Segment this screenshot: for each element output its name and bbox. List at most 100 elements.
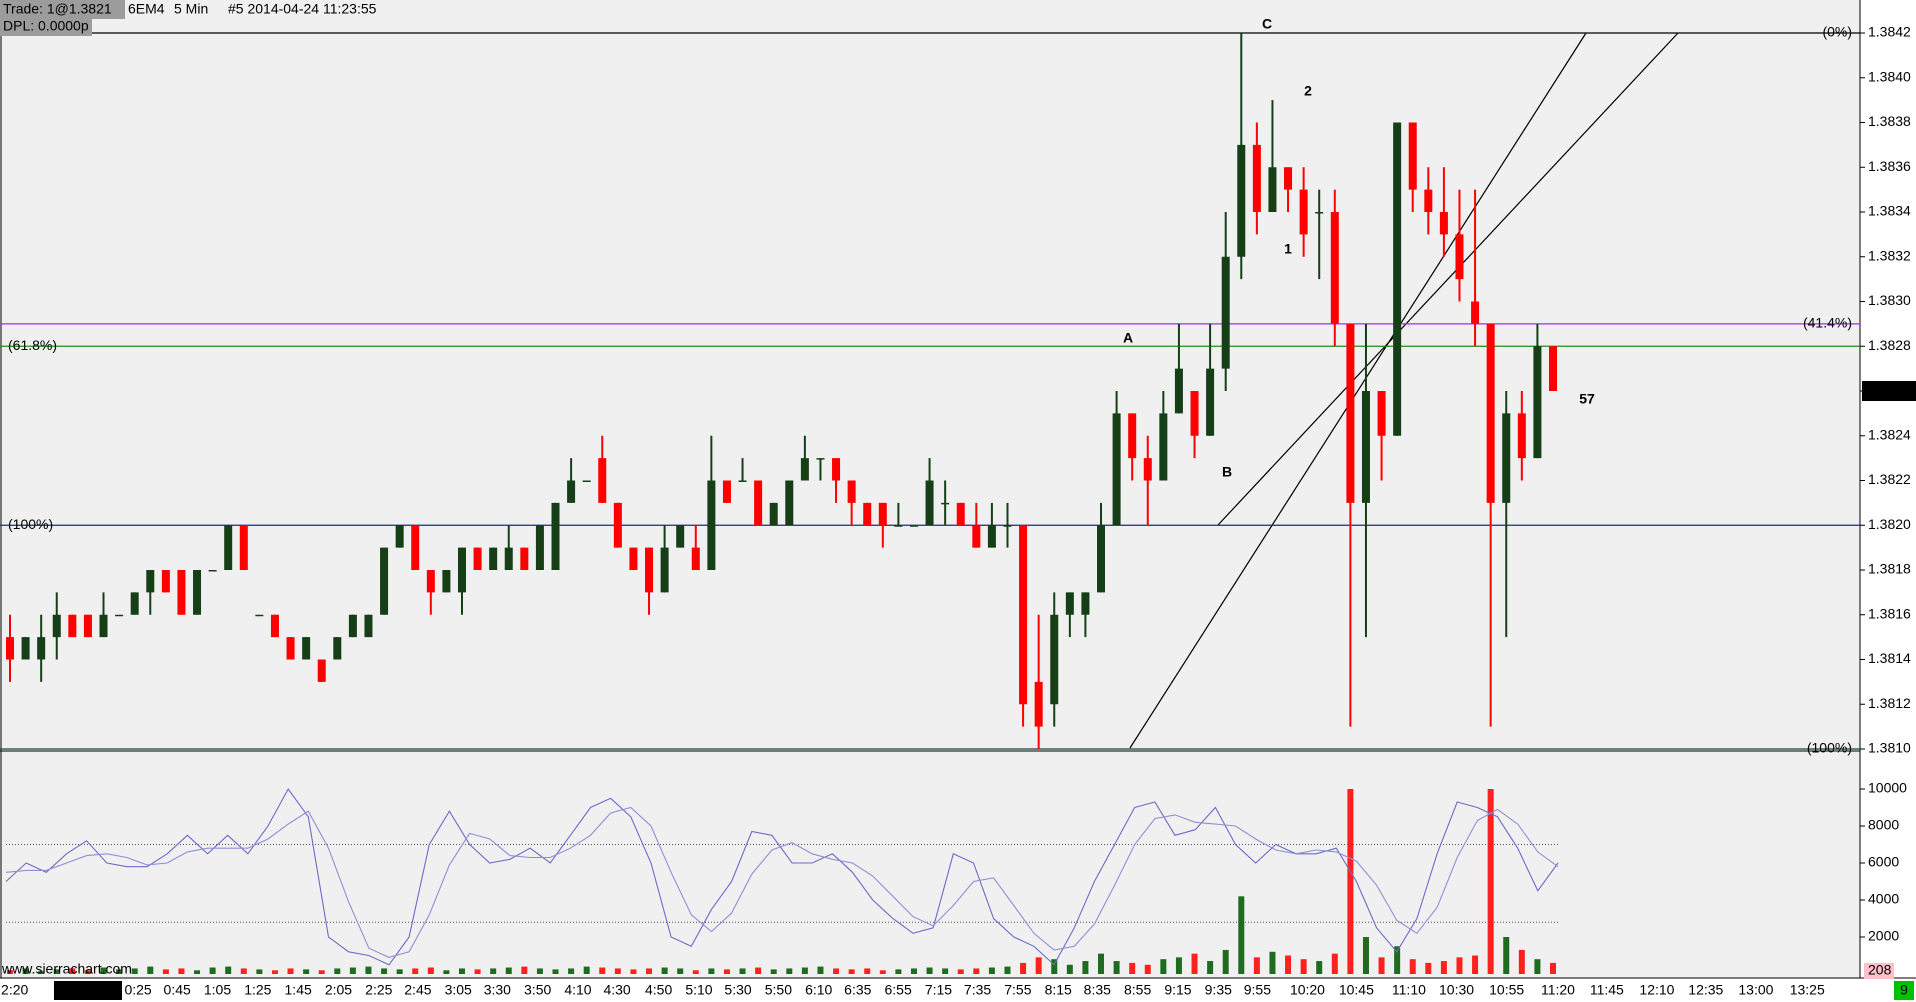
- volume-bar: [53, 969, 60, 974]
- volume-bar: [1222, 949, 1229, 974]
- y-tick-label: 2000: [1868, 928, 1899, 944]
- candle-body: [582, 480, 591, 482]
- volume-bar: [1425, 962, 1432, 974]
- candle-body: [473, 547, 482, 570]
- channel-line: [1217, 32, 1679, 526]
- volume-bar: [1175, 957, 1182, 974]
- level-label: (100%): [8, 516, 53, 532]
- y-tick-label: 1.3824: [1868, 426, 1911, 442]
- candle-body: [941, 502, 950, 505]
- candle-body: [1330, 212, 1339, 324]
- candle-body: [567, 480, 576, 503]
- candle-body: [1549, 346, 1557, 391]
- candle-body: [1034, 681, 1043, 727]
- volume-bar: [723, 969, 730, 974]
- y-tick-label: 6000: [1868, 854, 1899, 870]
- candle-body: [722, 480, 731, 503]
- volume-bar: [458, 968, 465, 974]
- volume-bar: [1362, 937, 1369, 974]
- candle-body: [769, 502, 778, 526]
- volume-bar: [1113, 961, 1120, 974]
- trade-label: Trade: 1@1.3821: [3, 1, 112, 17]
- candle-body: [972, 525, 981, 548]
- volume-bar: [303, 969, 310, 974]
- y-tick-label: 10000: [1868, 780, 1907, 796]
- volume-bar: [739, 968, 746, 974]
- volume-bar: [692, 970, 699, 974]
- annotation: 2: [1304, 83, 1312, 99]
- volume-bar: [1534, 959, 1541, 974]
- candle-body: [395, 525, 404, 548]
- volume-bar: [1207, 961, 1214, 974]
- x-tick-label: 4:50: [645, 982, 672, 998]
- volume-bar: [848, 969, 855, 974]
- volume-bar: [786, 968, 793, 974]
- x-tick-label: 3:50: [524, 982, 551, 998]
- x-tick-label: 11:10: [1392, 982, 1426, 998]
- y-tick-label: 1.3836: [1868, 158, 1911, 174]
- x-tick-label: 6:35: [844, 982, 871, 998]
- volume-bar: [1144, 964, 1151, 974]
- volume-bar: [349, 967, 356, 974]
- y-tick-label: 4000: [1868, 891, 1899, 907]
- candle-body: [800, 458, 809, 481]
- candle-body: [411, 525, 420, 570]
- volume-bar: [879, 970, 886, 974]
- volume-bar: [661, 967, 668, 974]
- oscillator-line: [5, 787, 1559, 966]
- last-price-label: 1.3826: [1866, 382, 1909, 398]
- volume-bar: [677, 968, 684, 974]
- candle-body: [1206, 368, 1215, 436]
- volume-bar: [194, 970, 201, 974]
- volume-bar: [646, 968, 653, 974]
- y-tick-label: 1.3842: [1868, 24, 1911, 40]
- candle-body: [1159, 413, 1168, 481]
- volume-bar: [1316, 961, 1323, 974]
- candle-body: [348, 614, 357, 638]
- candle-body: [1174, 368, 1183, 414]
- candle-body: [754, 480, 763, 526]
- candle-body: [504, 547, 513, 570]
- volume-bar: [1409, 959, 1416, 974]
- badge-box: [1864, 963, 1894, 979]
- volume-bar: [381, 968, 388, 974]
- volume-bar: [614, 968, 621, 974]
- volume-bar: [443, 970, 450, 974]
- x-tick-label: 5:10: [685, 982, 712, 998]
- volume-bar: [22, 968, 29, 974]
- y-tick-label: 1.3838: [1868, 113, 1911, 129]
- candle-body: [1268, 167, 1277, 212]
- volume-bar: [1082, 961, 1089, 974]
- y-tick-label: 1.3812: [1868, 695, 1911, 711]
- period-label: 5 Min: [174, 1, 208, 17]
- volume-bar: [957, 969, 964, 974]
- info-label: #5 2014-04-24 11:23:55: [228, 1, 377, 17]
- x-tick-label: 13:00: [1738, 982, 1773, 998]
- candle-body: [1346, 323, 1355, 503]
- x-tick-label: 8:35: [1084, 982, 1111, 998]
- volume-bar: [1269, 951, 1276, 974]
- x-tick-label: 5:30: [724, 982, 751, 998]
- volume-bar: [412, 968, 419, 974]
- volume-bar: [708, 968, 715, 974]
- level-label: (41.4%): [1803, 315, 1852, 331]
- candle-body: [1455, 234, 1464, 280]
- candle-body: [442, 570, 451, 593]
- candle-body: [193, 570, 202, 615]
- candle-body: [302, 637, 311, 660]
- y-tick-label: 1.3814: [1868, 650, 1911, 666]
- x-tick-label: 0:25: [124, 982, 151, 998]
- candle-body: [68, 614, 77, 638]
- x-tick-label: 4:30: [603, 982, 630, 998]
- volume-bar: [568, 968, 575, 974]
- candle-body: [1393, 122, 1402, 436]
- candle-body: [1424, 189, 1433, 212]
- candle-body: [691, 547, 700, 570]
- volume-bar: [287, 968, 294, 974]
- status-label: 9: [1900, 982, 1908, 998]
- date-marker: [53, 981, 122, 1000]
- candle-body: [956, 502, 965, 526]
- candle-body: [161, 570, 170, 593]
- volume-bar: [1472, 955, 1479, 974]
- candle-body: [785, 480, 794, 526]
